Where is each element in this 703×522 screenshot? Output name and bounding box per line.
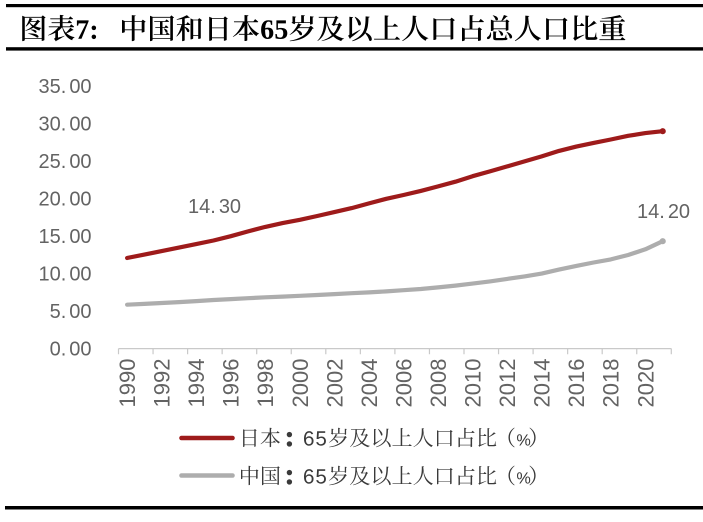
svg-text:2008: 2008 <box>426 359 451 408</box>
svg-text:2014: 2014 <box>530 359 555 408</box>
svg-text:2018: 2018 <box>599 359 624 408</box>
svg-text:1998: 1998 <box>253 359 278 408</box>
svg-text:30.00: 30. 00 <box>39 113 92 135</box>
svg-text:1992: 1992 <box>150 359 175 408</box>
svg-text:2010: 2010 <box>461 359 486 408</box>
svg-text:2020: 2020 <box>633 359 658 408</box>
svg-text:5.00: 5. 00 <box>50 301 92 323</box>
svg-text:2002: 2002 <box>322 359 347 408</box>
svg-text:1996: 1996 <box>219 359 244 408</box>
svg-text:2006: 2006 <box>391 359 416 408</box>
svg-text:2000: 2000 <box>288 359 313 408</box>
svg-text:25.00: 25. 00 <box>39 151 92 173</box>
svg-text:14.30: 14. 30 <box>188 196 241 218</box>
svg-text:2012: 2012 <box>495 359 520 408</box>
svg-text:2004: 2004 <box>357 359 382 408</box>
svg-text:1994: 1994 <box>184 359 209 408</box>
svg-text:14.20: 14. 20 <box>637 201 690 223</box>
svg-text:10.00: 10. 00 <box>39 263 92 285</box>
svg-text:35.00: 35. 00 <box>39 76 92 98</box>
svg-text:20.00: 20. 00 <box>39 188 92 210</box>
svg-text:15.00: 15. 00 <box>39 226 92 248</box>
svg-text:2016: 2016 <box>564 359 589 408</box>
svg-text:1990: 1990 <box>115 359 140 408</box>
svg-text:0.00: 0. 00 <box>50 338 92 360</box>
